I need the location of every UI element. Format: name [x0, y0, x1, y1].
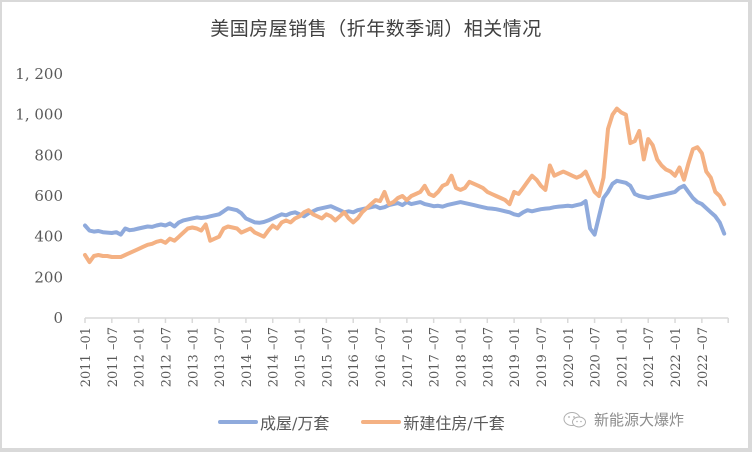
x-tick-label: 2015 –07 [320, 327, 335, 387]
x-tick-label: 2022 –07 [696, 327, 711, 387]
x-tick-label: 2012 –01 [133, 327, 148, 387]
x-tick-label: 2011 –01 [79, 327, 94, 387]
x-tick-label: 2017 –01 [401, 327, 416, 387]
y-tick-label: 200 [34, 268, 63, 286]
x-axis: 2011 –01 2011 –07 2012 –01 2012 –07 2013 –01… [79, 317, 729, 387]
watermark: 新能源大爆炸 [562, 409, 684, 430]
chart-title: 美国房屋销售（折年数季调）相关情况 [210, 18, 542, 40]
legend-item-existing: 成屋/万套 [218, 410, 329, 434]
x-tick-label: 2019 –07 [535, 327, 550, 387]
x-tick-label: 2016 –01 [347, 327, 362, 387]
y-axis: 0 200 400 600 800 1, 000 1, 200 [15, 65, 63, 327]
x-tick-label: 2020 –01 [562, 327, 577, 387]
chart-frame [2, 2, 748, 448]
y-tick-label: 400 [34, 228, 63, 246]
series-line-existing-homes [83, 178, 727, 237]
legend-item-new: 新建住房/千套 [361, 410, 505, 434]
x-tick-label: 2015 –01 [294, 327, 309, 387]
x-tick-label: 2018 –07 [481, 327, 496, 387]
watermark-text: 新能源大爆炸 [594, 411, 685, 429]
x-tick-label: 2013 –01 [186, 327, 201, 387]
wechat-icon [563, 411, 586, 427]
y-tick-label: 600 [34, 187, 63, 205]
y-tick-label: 0 [53, 309, 63, 327]
x-tick-label: 2021 –07 [642, 327, 657, 387]
x-tick-label: 2018 –01 [454, 327, 469, 387]
x-tick-label: 2014 –01 [240, 327, 255, 387]
chart-legend: 成屋/万套 新建住房/千套 [218, 410, 537, 434]
legend-swatch-new [361, 420, 402, 424]
y-tick-label: 1, 200 [15, 65, 63, 83]
x-tick-label: 2019 –01 [508, 327, 523, 387]
x-tick-label: 2012 –07 [159, 327, 174, 387]
x-tick-label: 2011 –07 [106, 327, 121, 387]
x-tick-label: 2013 –07 [213, 327, 228, 387]
series-line-new-homes [83, 106, 727, 265]
legend-label-new: 新建住房/千套 [403, 414, 505, 433]
x-tick-label: 2016 –07 [374, 327, 389, 387]
x-tick-label: 2021 –01 [615, 327, 630, 387]
y-tick-label: 800 [34, 146, 63, 164]
x-tick-label: 2017 –07 [428, 327, 443, 387]
legend-swatch-existing [218, 420, 258, 424]
x-tick-label: 2020 –07 [589, 327, 604, 387]
x-tick-label: 2014 –07 [267, 327, 282, 387]
x-tick-label: 2022 –01 [669, 327, 684, 387]
legend-label-existing: 成屋/万套 [260, 414, 330, 433]
y-tick-label: 1, 000 [15, 106, 63, 124]
